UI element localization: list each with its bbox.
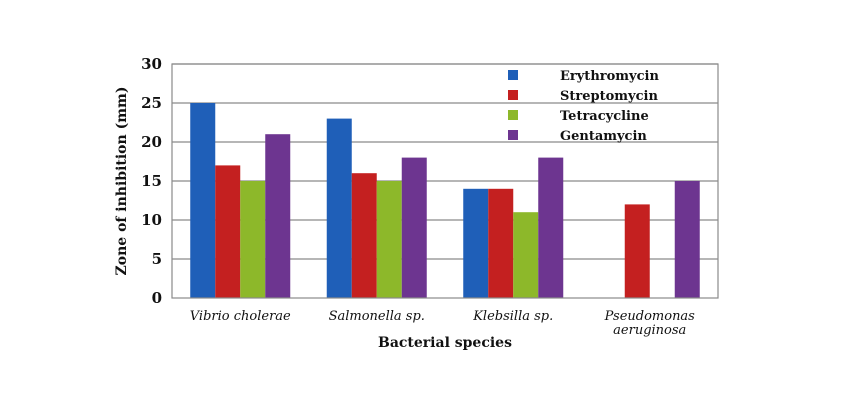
x-tick-label: Pseudomonas bbox=[604, 309, 696, 324]
x-axis-title: Bacterial species bbox=[378, 335, 512, 351]
plot-frame bbox=[171, 63, 719, 299]
bar-streptomycin bbox=[215, 165, 241, 298]
y-tick-label: 15 bbox=[141, 172, 162, 190]
axes: 0 5 10 15 20 25 30 Vibrio cholerae Salmonella sp… bbox=[141, 55, 719, 338]
x-tick-label: aeruginosa bbox=[613, 323, 686, 338]
legend: Erythromycin Streptomycin Tetracycline Gent… bbox=[508, 69, 659, 144]
y-tick-label: 0 bbox=[152, 289, 162, 307]
legend-swatch bbox=[508, 70, 518, 80]
y-axis-title: Zone of inhibition (mm) bbox=[114, 87, 130, 276]
bar-gentamycin bbox=[401, 157, 427, 298]
legend-label: Gentamycin bbox=[560, 129, 647, 144]
y-tick-label: 10 bbox=[141, 211, 162, 229]
legend-swatch bbox=[508, 110, 518, 120]
bar-erythromycin bbox=[463, 188, 489, 298]
bar-tetracycline bbox=[240, 181, 266, 298]
legend-swatch bbox=[508, 130, 518, 140]
legend-label: Erythromycin bbox=[560, 69, 659, 84]
bars bbox=[190, 103, 700, 298]
bar-tetracycline bbox=[376, 181, 402, 298]
x-tick-label: Salmonella sp. bbox=[329, 309, 425, 324]
bar-tetracycline bbox=[513, 212, 539, 298]
y-tick-label: 5 bbox=[152, 250, 162, 268]
bar-streptomycin bbox=[351, 173, 377, 298]
y-tick-label: 30 bbox=[141, 55, 162, 73]
x-tick-label: Klebsilla sp. bbox=[472, 309, 553, 324]
bar-gentamycin bbox=[265, 134, 291, 298]
y-tick-label: 25 bbox=[141, 94, 162, 112]
y-tick-label: 20 bbox=[141, 133, 162, 151]
legend-label: Streptomycin bbox=[560, 89, 658, 104]
bar-gentamycin bbox=[538, 157, 564, 298]
bar-gentamycin bbox=[674, 181, 700, 298]
bar-erythromycin bbox=[326, 118, 352, 298]
bar-streptomycin bbox=[624, 204, 650, 298]
legend-swatch bbox=[508, 90, 518, 100]
bar-streptomycin bbox=[488, 188, 514, 298]
bar-erythromycin bbox=[190, 103, 216, 298]
x-tick-label: Vibrio cholerae bbox=[190, 309, 291, 324]
legend-label: Tetracycline bbox=[560, 109, 649, 124]
